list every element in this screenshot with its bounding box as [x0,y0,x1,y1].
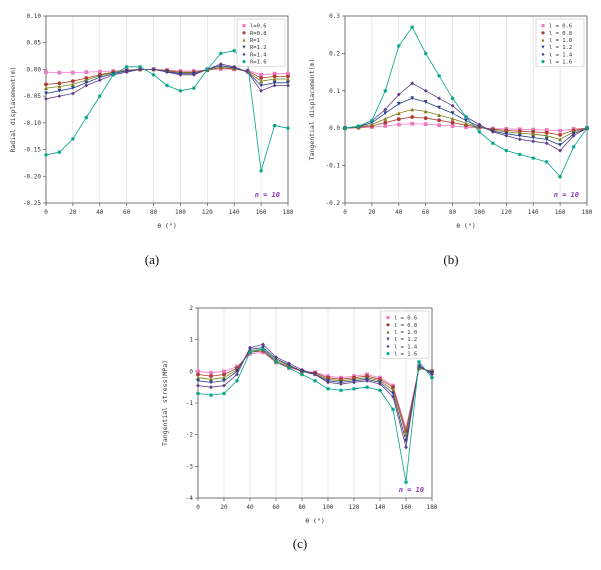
svg-text:R=1.6: R=1.6 [250,60,267,66]
svg-text:l = 1.4: l = 1.4 [549,52,573,58]
svg-text:-0.10: -0.10 [23,120,41,127]
svg-text:n = 10: n = 10 [554,191,579,199]
chart-b-canvas: 0 20 40 60 80 100 120 140 160 180 -0.2 -0.1 0.0 0.1 0.… [308,13,593,230]
svg-text:R=1.4: R=1.4 [250,52,267,58]
svg-text:-0.2: -0.2 [326,200,341,207]
svg-text:-0.20: -0.20 [23,173,41,180]
svg-text:l = 0.6: l = 0.6 [394,316,417,322]
svg-text:180: 180 [582,209,593,216]
svg-text:100: 100 [474,209,485,216]
subfigure-label-c: (c) [292,536,308,551]
svg-text:0.00: 0.00 [27,66,42,73]
svg-text:0.3: 0.3 [329,13,340,20]
svg-text:60: 60 [123,209,131,216]
svg-text:n = 10: n = 10 [399,486,424,494]
svg-text:-0.15: -0.15 [23,147,41,154]
svg-text:120: 120 [349,504,360,511]
svg-text:-0.1: -0.1 [326,163,341,170]
svg-text:R=0.8: R=0.8 [250,31,267,37]
svg-text:-4: -4 [186,495,194,502]
svg-text:140: 140 [528,209,539,216]
svg-text:-1: -1 [186,400,194,407]
svg-text:0.2: 0.2 [329,50,340,57]
svg-text:60: 60 [272,504,280,511]
svg-text:160: 160 [256,209,267,216]
svg-text:-3: -3 [186,463,194,470]
svg-text:l = 1.6: l = 1.6 [394,352,417,358]
chart-c-canvas: 0 20 40 60 80 100 120 140 160 180 -4 -3 -2 -1 0 1 2 θ (°)… [161,305,438,525]
subfigure-label-b: (b) [443,252,459,267]
svg-text:120: 120 [202,209,213,216]
svg-text:20: 20 [220,504,228,511]
svg-text:-0.25: -0.25 [23,200,41,207]
svg-text:180: 180 [427,504,438,511]
svg-text:1: 1 [189,337,193,344]
svg-text:0.05: 0.05 [27,40,42,47]
svg-text:40: 40 [395,209,403,216]
svg-text:θ (°): θ (°) [305,517,325,525]
svg-text:2: 2 [189,305,193,312]
svg-text:40: 40 [96,209,104,216]
chart-tangential-displacement: 0 20 40 60 80 100 120 140 160 180 -0.2 -0.1 0.0 0.1 0.… [305,6,597,231]
svg-text:0: 0 [189,368,193,375]
svg-text:Radial displacement(m): Radial displacement(m) [9,66,17,152]
svg-text:120: 120 [501,209,512,216]
svg-text:60: 60 [422,209,430,216]
svg-text:l = 1.6: l = 1.6 [549,60,572,66]
chart-tangential-stress: 0 20 40 60 80 100 120 140 160 180 -4 -3 -2 -1 0 1 2 θ (°)… [158,298,442,526]
svg-text:-2: -2 [186,432,194,439]
svg-text:40: 40 [246,504,254,511]
svg-text:θ (°): θ (°) [157,222,177,230]
svg-text:l = 1.2: l = 1.2 [549,45,572,51]
svg-text:0.10: 0.10 [27,13,42,20]
svg-text:l = 1.2: l = 1.2 [394,337,417,343]
svg-text:160: 160 [555,209,566,216]
svg-text:-0.05: -0.05 [23,93,41,100]
svg-text:l = 0.8: l = 0.8 [394,323,417,329]
svg-text:n = 10: n = 10 [255,191,280,199]
svg-text:0: 0 [343,209,347,216]
svg-text:80: 80 [150,209,158,216]
svg-text:0.1: 0.1 [329,88,340,95]
svg-text:R=1: R=1 [250,38,260,44]
chart-a-canvas: 0 20 40 60 80 100 120 140 160 180 -0.25 -0.20 -0.15 -… [9,13,294,230]
svg-text:l=0.6: l=0.6 [250,24,267,30]
svg-text:l = 0.8: l = 0.8 [549,31,572,37]
svg-text:180: 180 [283,209,294,216]
svg-text:θ (°): θ (°) [456,222,476,230]
svg-text:160: 160 [401,504,412,511]
svg-text:80: 80 [449,209,457,216]
svg-text:0: 0 [44,209,48,216]
svg-text:140: 140 [375,504,386,511]
svg-text:80: 80 [298,504,306,511]
svg-text:Tangential stress(MPa): Tangential stress(MPa) [161,360,169,446]
chart-radial-displacement: 0 20 40 60 80 100 120 140 160 180 -0.25 -0.20 -0.15 -… [6,6,298,231]
subfigure-label-a: (a) [144,252,160,267]
svg-text:l = 0.6: l = 0.6 [549,24,572,30]
svg-text:Tangential displacement(m): Tangential displacement(m) [308,59,316,161]
svg-text:20: 20 [368,209,376,216]
svg-text:0: 0 [196,504,200,511]
svg-text:l = 1.4: l = 1.4 [394,344,418,350]
svg-text:l = 1.0: l = 1.0 [549,38,572,44]
svg-text:20: 20 [69,209,77,216]
svg-text:140: 140 [229,209,240,216]
svg-text:100: 100 [323,504,334,511]
svg-text:0.0: 0.0 [329,125,340,132]
svg-text:R=1.2: R=1.2 [250,45,267,51]
svg-text:l = 1.0: l = 1.0 [394,330,417,336]
svg-text:100: 100 [175,209,186,216]
